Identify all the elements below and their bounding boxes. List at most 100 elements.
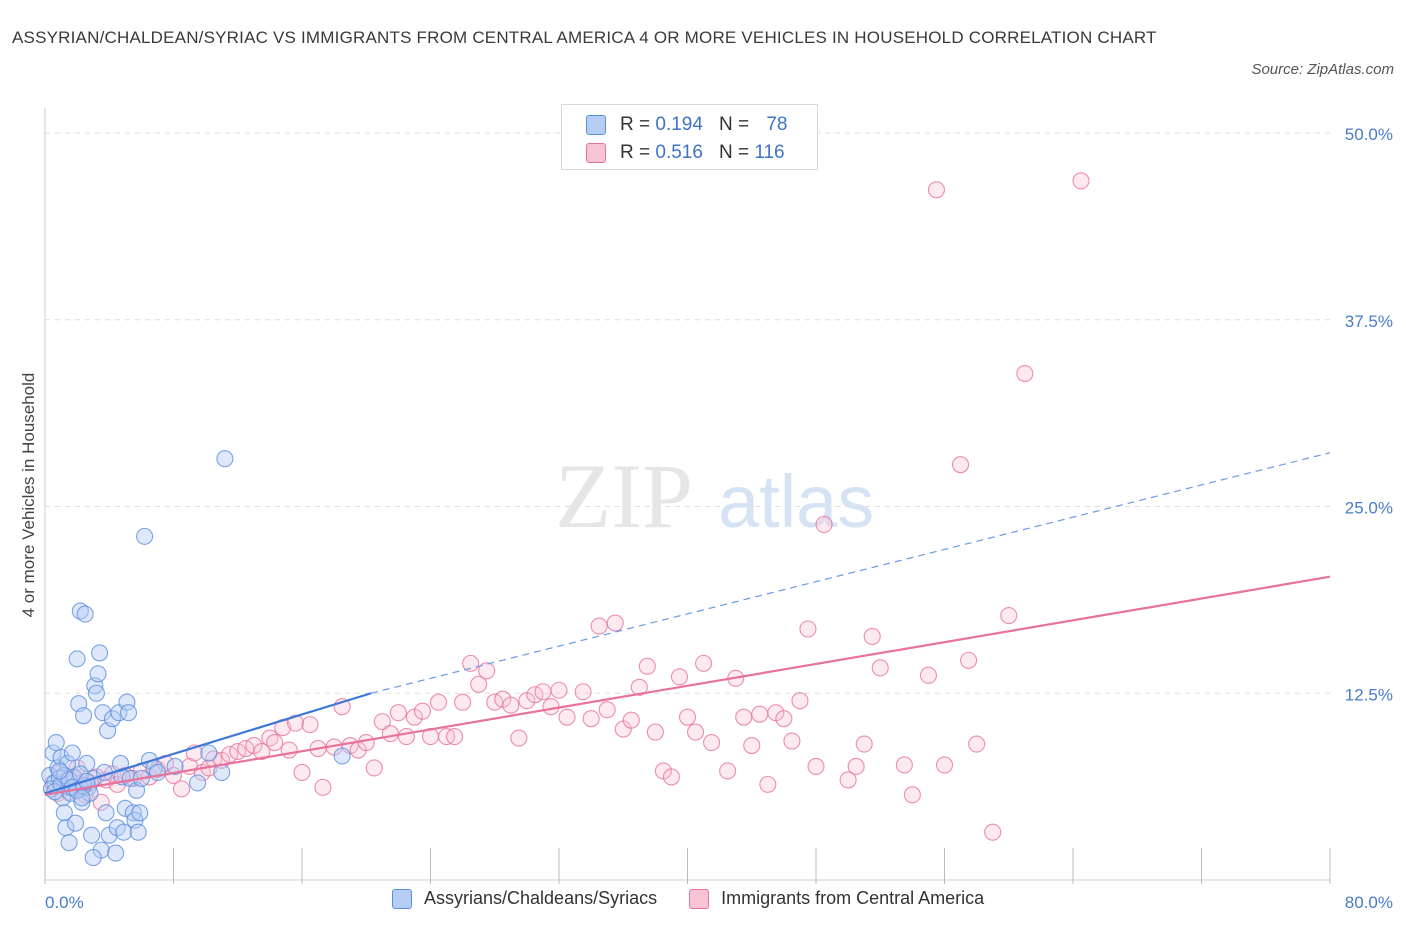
point-assyrians [333,747,351,765]
trend-line-central-america [44,575,1331,796]
point-assyrians [131,804,149,822]
watermark: ZIP atlas [555,445,874,547]
y-tick-label: 37.5% [1345,312,1393,331]
point-central-america [598,701,616,719]
point-central-america [743,736,761,755]
point-central-america [815,515,833,533]
point-central-america [429,693,448,711]
point-central-america [301,716,319,734]
point-central-america [446,728,464,746]
point-central-america [280,741,298,759]
point-central-america [314,778,332,796]
gridlines [45,132,1330,694]
point-assyrians [47,734,65,752]
point-central-america [606,614,624,632]
point-central-america [172,780,191,798]
point-central-america [1000,607,1018,625]
point-central-america [389,704,407,722]
x-tick-label: 0.0% [45,893,84,912]
legend-row-blue: R = 0.194 N = 78 [586,111,787,139]
point-central-america [735,708,753,726]
point-central-america [590,617,608,635]
point-central-america [855,735,873,753]
point-assyrians [73,789,91,807]
point-central-america [582,710,600,728]
watermark-zip: ZIP [555,445,693,547]
point-assyrians [75,707,93,725]
point-central-america [638,657,656,675]
point-assyrians [129,823,147,841]
point-assyrians [55,804,73,822]
point-assyrians [68,650,86,668]
point-central-america [365,759,383,777]
point-central-america [783,732,801,750]
legend-label-central-america: Immigrants from Central America [721,888,985,908]
point-central-america [670,668,689,686]
point-central-america [534,683,552,701]
axes [44,108,1331,884]
point-assyrians [200,744,218,762]
point-central-america [550,681,568,699]
point-assyrians [87,684,105,702]
point-central-america [293,763,311,781]
point-assyrians [60,834,78,852]
point-central-america [502,696,520,714]
point-central-america [646,723,664,741]
legend-n-value: 116 [754,142,785,163]
source-note: Source: ZipAtlas.com [1251,61,1394,78]
point-central-america [630,678,648,696]
point-central-america [695,654,713,672]
legend-r-value: 0.194 [655,114,703,135]
point-central-america [381,725,399,743]
point-assyrians [136,527,154,545]
point-central-america [357,734,375,752]
watermark-atlas: atlas [718,460,874,543]
y-tick-label: 12.5% [1345,685,1393,704]
point-central-america [927,181,946,199]
point-assyrians [63,744,81,762]
point-central-america [919,666,937,684]
point-assyrians [76,605,94,623]
point-central-america [751,705,769,723]
point-central-america [847,757,865,776]
point-central-america [703,734,721,752]
point-central-america [799,620,817,638]
point-assyrians [89,665,107,683]
y-tick-label: 25.0% [1345,499,1393,518]
legend-label-assyrians: Assyrians/Chaldeans/Syriacs [424,888,658,908]
point-central-america [678,708,697,726]
legend-r-label: R = [620,142,651,163]
legend-item-assyrians: Assyrians/Chaldeans/Syriacs [392,888,657,909]
point-central-america [863,627,881,646]
point-assyrians [166,757,184,776]
legend-swatch-blue [586,115,606,135]
point-central-america [895,756,913,774]
tick-labels: 12.5% 25.0% 37.5% 50.0% 0.0% 80.0% [45,125,1393,912]
legend-n-label: N = [718,142,750,163]
legend-r-value: 0.516 [655,142,703,163]
legend-r-label: R = [620,114,651,135]
point-assyrians [103,710,122,728]
point-assyrians [111,754,130,773]
point-assyrians [97,804,115,822]
point-central-america [952,456,970,474]
point-assyrians [78,754,96,773]
point-central-america [960,651,978,669]
point-central-america [462,654,480,672]
point-central-america [935,756,954,774]
point-central-america [287,714,305,732]
point-central-america [686,723,705,741]
trend-line-assyrians-projection [370,452,1331,694]
point-central-america [903,786,921,804]
point-assyrians [118,693,136,711]
point-assyrians [50,762,69,780]
point-central-america [775,710,793,728]
point-central-america [558,708,576,726]
point-assyrians [84,849,102,867]
legend-item-central-america: Immigrants from Central America [689,888,984,909]
point-central-america [719,762,737,780]
point-assyrians [189,774,207,792]
point-assyrians [52,748,70,767]
point-assyrians [83,826,101,844]
